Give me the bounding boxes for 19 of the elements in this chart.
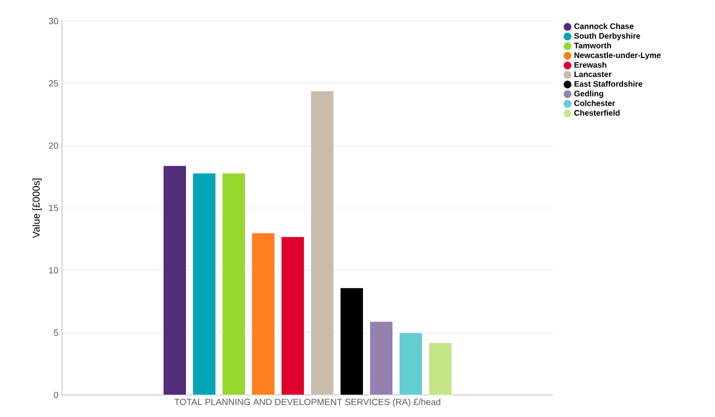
x-tick-label: TOTAL PLANNING AND DEVELOPMENT SERVICES (RA) £/head (174, 398, 440, 407)
bar (251, 232, 276, 396)
y-tick-label: 10 (49, 267, 58, 274)
y-tick-label: 20 (48, 142, 58, 149)
bar (310, 90, 334, 396)
y-tick-label: 0 (54, 392, 58, 398)
bar (222, 172, 246, 396)
bar (192, 172, 216, 396)
y-tick-label: 25 (48, 80, 58, 87)
bar (369, 321, 394, 396)
bar (398, 332, 423, 396)
y-tick-label: 30 (48, 18, 58, 24)
y-axis-title: Value [£000s] (32, 178, 42, 238)
y-tick-label: 5 (54, 330, 58, 336)
bar (280, 236, 305, 396)
bar (340, 287, 364, 396)
bar (428, 342, 452, 396)
bar (162, 165, 187, 396)
y-tick-label: 15 (49, 204, 58, 212)
